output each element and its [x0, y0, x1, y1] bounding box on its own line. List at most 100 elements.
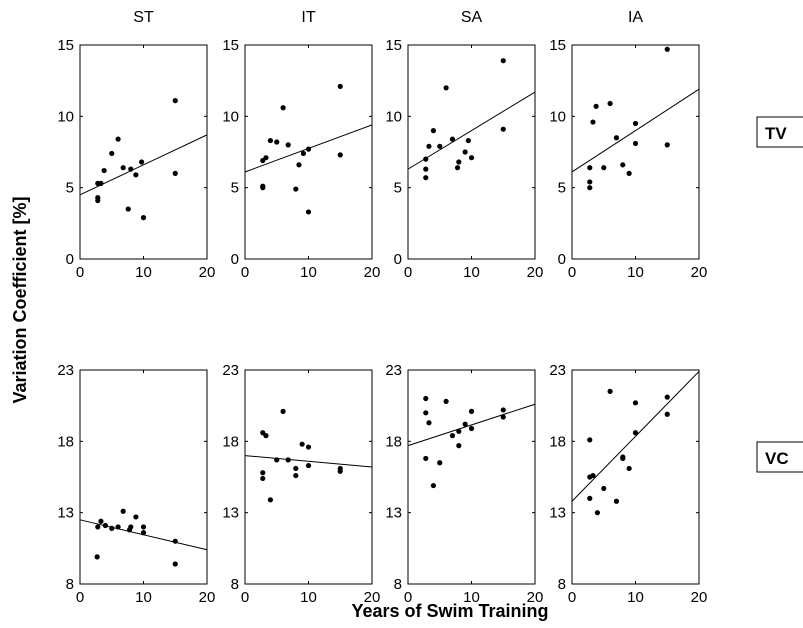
- y-tick-label: 18: [222, 433, 239, 450]
- data-point: [664, 46, 670, 52]
- data-point: [423, 166, 429, 172]
- panel-frame: [79, 44, 208, 260]
- data-point: [430, 128, 436, 134]
- data-point: [587, 179, 593, 185]
- data-point: [101, 167, 107, 174]
- data-point: [423, 175, 429, 181]
- x-tick-label: 20: [199, 589, 216, 606]
- data-point: [109, 150, 115, 157]
- y-tick-label: 10: [57, 108, 74, 125]
- data-point: [172, 538, 178, 544]
- data-point: [607, 388, 613, 394]
- y-tick-label: 18: [57, 433, 74, 450]
- panel-frame: [407, 369, 536, 585]
- y-tick-label: 8: [66, 576, 74, 593]
- data-point: [274, 139, 280, 145]
- x-tick-label: 20: [364, 589, 381, 606]
- data-point: [293, 186, 299, 192]
- x-tick-label: 0: [76, 264, 84, 281]
- data-point: [337, 152, 343, 158]
- data-point: [260, 183, 266, 189]
- data-point: [423, 455, 429, 462]
- data-point: [337, 468, 343, 474]
- data-point: [468, 425, 475, 432]
- x-tick-label: 0: [568, 589, 576, 606]
- data-point: [462, 421, 468, 427]
- x-tick-label: 10: [135, 264, 152, 281]
- data-point: [632, 430, 639, 436]
- x-tick-label: 20: [691, 264, 708, 281]
- y-tick-label: 23: [222, 362, 239, 379]
- y-tick-label: 10: [549, 108, 566, 125]
- data-point: [430, 482, 436, 489]
- data-point: [120, 165, 126, 171]
- panel-frame: [407, 44, 536, 260]
- panel-title: IA: [628, 9, 643, 26]
- data-point: [426, 420, 432, 426]
- y-tick-label: 13: [385, 505, 402, 522]
- data-point: [128, 166, 134, 172]
- data-point: [449, 136, 456, 142]
- data-point: [109, 525, 115, 531]
- data-point: [468, 408, 475, 414]
- x-tick-label: 0: [568, 264, 576, 281]
- data-point: [140, 524, 147, 530]
- y-tick-label: 5: [394, 180, 402, 197]
- x-tick-label: 10: [463, 589, 480, 606]
- data-point: [620, 454, 626, 460]
- data-point: [626, 465, 632, 472]
- data-point: [500, 414, 506, 420]
- data-point: [285, 457, 291, 463]
- data-point: [456, 443, 462, 449]
- panel-title: IT: [301, 9, 315, 26]
- data-point: [280, 105, 286, 111]
- row-label-box: [756, 116, 803, 148]
- data-point: [274, 457, 280, 463]
- data-point: [263, 155, 269, 161]
- data-point: [133, 514, 139, 520]
- data-point: [664, 394, 670, 400]
- x-tick-label: 20: [691, 589, 708, 606]
- data-point: [587, 165, 593, 171]
- data-point: [172, 170, 178, 176]
- data-point: [267, 137, 273, 144]
- panel-title: SA: [461, 9, 483, 26]
- panel-vc-sa: 8 13 18 23 0 10 20: [385, 362, 543, 606]
- data-point: [601, 165, 607, 171]
- regression-line: [407, 403, 536, 447]
- y-tick-label: 10: [385, 108, 402, 125]
- data-point: [299, 441, 305, 447]
- regression-line: [79, 134, 208, 196]
- x-tick-label: 10: [627, 264, 644, 281]
- x-axis-label: Years of Swim Training: [351, 601, 548, 621]
- data-point: [594, 510, 601, 516]
- data-point: [140, 530, 147, 536]
- x-tick-label: 20: [527, 264, 544, 281]
- y-tick-label: 0: [558, 251, 566, 268]
- data-point: [587, 495, 593, 501]
- data-point: [172, 98, 178, 104]
- y-tick-label: 0: [394, 251, 402, 268]
- x-tick-label: 20: [364, 264, 381, 281]
- data-point: [172, 561, 178, 567]
- data-point: [590, 472, 596, 479]
- data-point: [465, 137, 471, 144]
- data-point: [587, 185, 593, 191]
- data-point: [98, 180, 104, 186]
- data-point: [437, 143, 443, 149]
- data-point: [443, 398, 449, 404]
- data-point: [426, 143, 432, 149]
- data-point: [125, 206, 131, 212]
- data-point: [454, 165, 461, 171]
- y-tick-label: 8: [394, 576, 402, 593]
- y-tick-label: 15: [549, 37, 566, 54]
- y-tick-label: 23: [57, 362, 74, 379]
- panel-title: ST: [133, 9, 154, 26]
- data-point: [462, 149, 468, 155]
- data-point: [423, 395, 429, 402]
- x-tick-label: 0: [241, 264, 249, 281]
- data-point: [102, 522, 108, 529]
- y-axis-label: Variation Coefficient [%]: [10, 196, 30, 403]
- y-tick-label: 15: [385, 37, 402, 54]
